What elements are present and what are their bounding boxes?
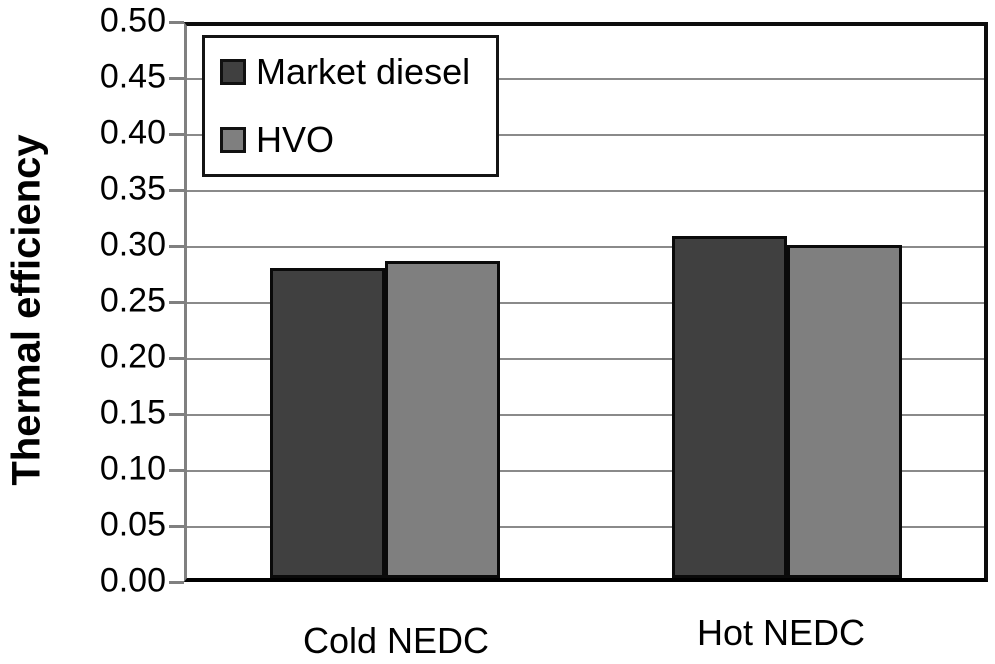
plot-area: Market diesel HVO	[184, 22, 988, 582]
bar-hot-nedc-hvo	[787, 245, 902, 578]
y-tick-mark	[169, 133, 184, 136]
legend-label-market-diesel: Market diesel	[256, 51, 471, 92]
gridline	[187, 470, 984, 472]
y-tick-label: 0.40	[99, 113, 166, 152]
y-tick-mark	[169, 77, 184, 80]
x-axis-label-cold-nedc: Cold NEDC	[302, 620, 490, 661]
y-tick-mark	[169, 413, 184, 416]
y-tick-label: 0.20	[99, 337, 166, 376]
gridline	[187, 414, 984, 416]
legend-label-hvo: HVO	[256, 119, 335, 160]
y-tick-label: 0.35	[99, 169, 166, 208]
bar-cold-nedc-hvo	[385, 261, 500, 578]
y-tick-mark	[169, 525, 184, 528]
legend: Market diesel HVO	[202, 35, 499, 177]
y-tick-label: 0.10	[99, 449, 166, 488]
y-tick-mark	[169, 469, 184, 472]
bar-cold-nedc-market-diesel	[270, 268, 385, 578]
y-tick-label: 0.05	[99, 505, 166, 544]
y-tick-label: 0.25	[99, 281, 166, 320]
gridline	[187, 302, 984, 304]
y-tick-mark	[169, 357, 184, 360]
y-tick-label: 0.45	[99, 57, 166, 96]
y-tick-mark	[169, 301, 184, 304]
gridline	[187, 78, 984, 80]
gridline	[187, 358, 984, 360]
y-tick-label: 0.50	[99, 1, 166, 40]
gridline	[187, 526, 984, 528]
gridline	[187, 134, 984, 136]
y-tick-label: 0.00	[99, 561, 166, 600]
hvo-swatch-icon	[220, 127, 246, 153]
market-diesel-swatch-icon	[220, 59, 246, 85]
gridline	[187, 246, 984, 248]
legend-item-market-diesel: Market diesel	[220, 51, 496, 93]
y-tick-label: 0.30	[99, 225, 166, 264]
y-tick-mark	[169, 21, 184, 24]
y-tick-label: 0.15	[99, 393, 166, 432]
x-axis-label-hot-nedc: Hot NEDC	[696, 612, 866, 653]
legend-item-hvo: HVO	[220, 119, 496, 161]
y-tick-mark	[169, 581, 184, 584]
bar-hot-nedc-market-diesel	[672, 236, 787, 578]
y-tick-mark	[169, 189, 184, 192]
y-tick-mark	[169, 245, 184, 248]
gridline	[187, 190, 984, 192]
y-axis: 0.50 0.45 0.40 0.35 0.30 0.25 0.20 0.15 0.10 0.05…	[0, 0, 184, 664]
